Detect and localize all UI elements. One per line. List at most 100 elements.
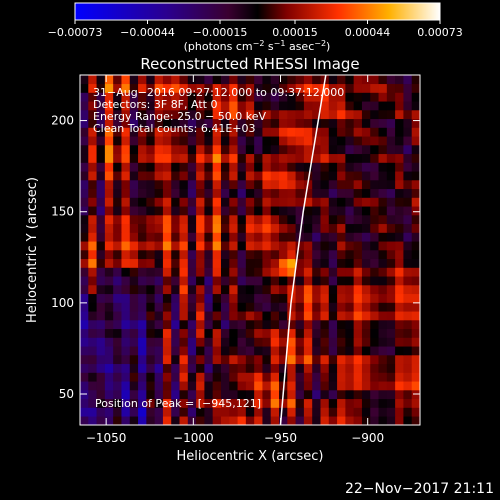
heatmap-cell xyxy=(204,232,213,242)
heatmap-cell xyxy=(328,92,338,102)
heatmap-cell xyxy=(345,285,354,295)
heatmap-cell xyxy=(121,381,131,391)
heatmap-cell xyxy=(270,267,280,277)
heatmap-cell xyxy=(80,136,89,146)
heatmap-cell xyxy=(80,381,89,391)
heatmap-cell xyxy=(337,381,346,391)
heatmap-cell xyxy=(212,206,222,216)
heatmap-cell xyxy=(220,328,230,338)
heatmap-cell xyxy=(361,302,371,312)
heatmap-cell xyxy=(113,110,122,120)
heatmap-cell xyxy=(171,363,180,373)
heatmap-cell xyxy=(370,381,379,391)
heatmap-cell xyxy=(204,127,213,137)
heatmap-cell xyxy=(204,285,213,295)
heatmap-cell xyxy=(220,276,230,286)
heatmap-cell xyxy=(138,75,147,85)
heatmap-cell xyxy=(328,372,338,382)
heatmap-cell xyxy=(154,145,164,155)
heatmap-cell xyxy=(386,258,396,268)
heatmap-cell xyxy=(171,215,180,225)
heatmap-cell xyxy=(378,223,388,233)
heatmap-cell xyxy=(262,381,272,391)
heatmap-cell xyxy=(96,232,106,242)
heatmap-cell xyxy=(303,127,313,137)
heatmap-cell xyxy=(212,258,222,268)
heatmap-cell xyxy=(287,381,296,391)
heatmap-cell xyxy=(295,390,305,400)
heatmap-cell xyxy=(345,390,354,400)
heatmap-cell xyxy=(378,328,388,338)
heatmap-cell xyxy=(245,293,255,303)
heatmap-cell xyxy=(279,250,288,260)
heatmap-cell xyxy=(113,241,122,251)
heatmap-cell xyxy=(270,83,280,93)
heatmap-cell xyxy=(179,145,189,155)
heatmap-cell xyxy=(270,363,280,373)
heatmap-cell xyxy=(337,390,346,400)
heatmap-cell xyxy=(270,197,280,207)
heatmap-cell xyxy=(179,232,189,242)
heatmap-cell xyxy=(88,153,97,163)
heatmap-cell xyxy=(370,171,379,181)
heatmap-cell xyxy=(154,83,164,93)
heatmap-cell xyxy=(395,118,404,128)
heatmap-cell xyxy=(171,197,180,207)
heatmap-cell xyxy=(270,162,280,172)
heatmap-cell xyxy=(361,162,371,172)
heatmap-cell xyxy=(196,250,205,260)
heatmap-cell xyxy=(378,206,388,216)
heatmap-cell xyxy=(403,355,412,365)
heatmap-cell xyxy=(395,416,404,425)
heatmap-cell xyxy=(254,250,263,260)
heatmap-cell xyxy=(88,127,97,137)
heatmap-cell xyxy=(312,153,321,163)
heatmap-cell xyxy=(237,188,247,198)
heatmap-cell xyxy=(162,372,172,382)
heatmap-cell xyxy=(411,390,420,400)
heatmap-cell xyxy=(80,372,89,382)
heatmap-cell xyxy=(287,267,296,277)
heatmap-cell xyxy=(370,302,379,312)
heatmap-cell xyxy=(113,416,122,425)
heatmap-cell xyxy=(146,92,155,102)
heatmap-cell xyxy=(345,258,354,268)
heatmap-cell xyxy=(171,223,180,233)
heatmap-cell xyxy=(88,293,97,303)
heatmap-cell xyxy=(295,407,305,417)
heatmap-cell xyxy=(96,215,106,225)
heatmap-cell xyxy=(88,407,97,417)
heatmap-cell xyxy=(395,250,404,260)
heatmap-cell xyxy=(154,267,164,277)
heatmap-cell xyxy=(328,197,338,207)
heatmap-cell xyxy=(80,241,89,251)
heatmap-cell xyxy=(96,153,106,163)
heatmap-cell xyxy=(129,101,139,111)
heatmap-cell xyxy=(303,223,313,233)
heatmap-cell xyxy=(179,223,189,233)
heatmap-cell xyxy=(312,337,321,347)
heatmap-cell xyxy=(378,285,388,295)
heatmap-cell xyxy=(179,83,189,93)
heatmap-cell xyxy=(229,285,238,295)
heatmap-cell xyxy=(337,232,346,242)
heatmap-cell xyxy=(270,258,280,268)
heatmap-cell xyxy=(403,136,412,146)
heatmap-cell xyxy=(279,75,288,85)
heatmap-cell xyxy=(337,302,346,312)
heatmap-cell xyxy=(113,92,122,102)
heatmap-cell xyxy=(287,136,296,146)
heatmap-cell xyxy=(80,355,89,365)
heatmap-cell xyxy=(312,92,321,102)
heatmap-cell xyxy=(96,346,106,356)
heatmap-cell xyxy=(386,416,396,425)
heatmap-cell xyxy=(162,92,172,102)
heatmap-cell xyxy=(287,206,296,216)
heatmap-cell xyxy=(129,136,139,146)
heatmap-cell xyxy=(96,293,106,303)
heatmap-cell xyxy=(328,153,338,163)
footer-date: 22−Nov−2017 21:11 xyxy=(345,481,494,497)
heatmap-cell xyxy=(220,337,230,347)
heatmap-cell xyxy=(229,337,238,347)
heatmap-cell xyxy=(328,206,338,216)
